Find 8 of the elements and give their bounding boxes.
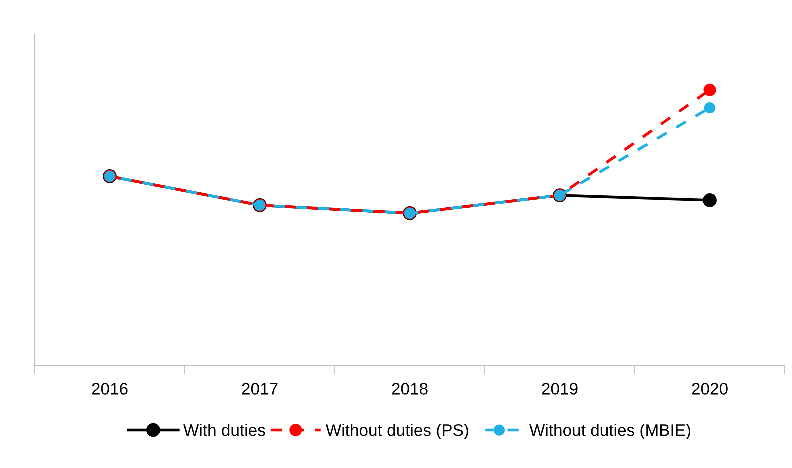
x-tick-label: 2020 (692, 383, 728, 395)
x-tick-label: 2017 (242, 383, 278, 395)
legend-label: With duties (184, 424, 266, 436)
legend-label: Without duties (MBIE) (530, 424, 691, 440)
x-tick-label: 2018 (392, 383, 428, 395)
legend-label: Without duties (PS) (326, 424, 468, 440)
x-tick-label: 2016 (92, 383, 128, 395)
x-tick-label: 2019 (542, 383, 578, 395)
